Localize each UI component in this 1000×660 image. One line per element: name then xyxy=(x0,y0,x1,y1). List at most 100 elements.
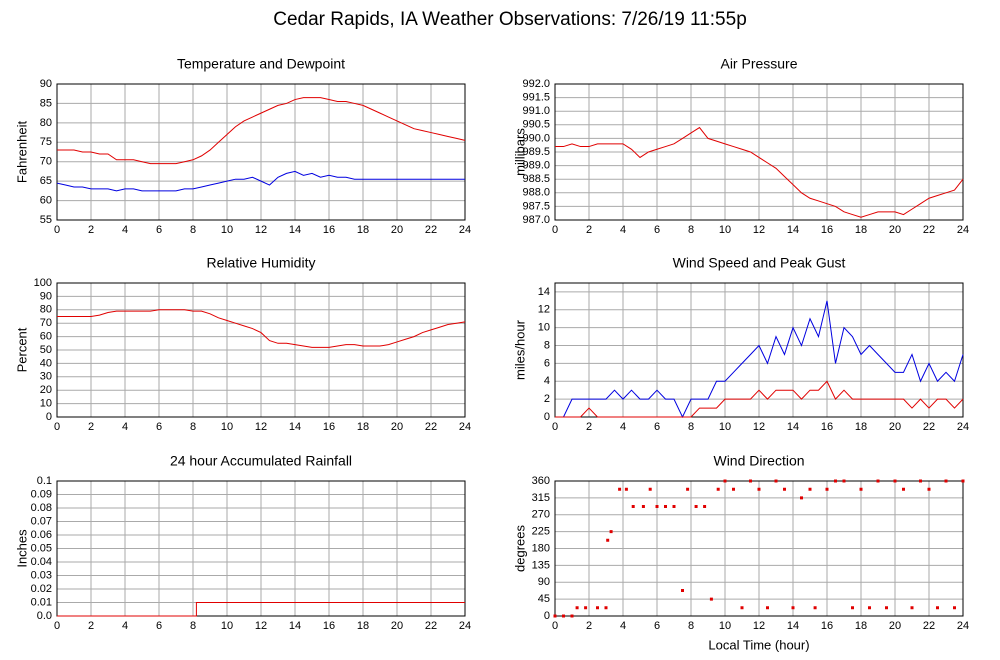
data-point xyxy=(825,487,829,491)
data-point xyxy=(716,487,720,491)
x-tick-label: 16 xyxy=(323,224,335,236)
y-tick-label: 50 xyxy=(40,344,52,356)
y-tick-label: 989.5 xyxy=(522,146,550,158)
x-tick-label: 0 xyxy=(552,620,558,632)
y-tick-label: 0.06 xyxy=(31,529,52,541)
x-tick-label: 0 xyxy=(54,620,60,632)
x-tick-label: 22 xyxy=(425,620,437,632)
data-point xyxy=(757,487,761,491)
x-tick-label: 20 xyxy=(889,620,901,632)
y-tick-label: 6 xyxy=(544,357,550,369)
data-point xyxy=(553,614,557,618)
chart-title: Wind Direction xyxy=(713,453,804,469)
x-tick-label: 10 xyxy=(221,224,233,236)
data-point xyxy=(953,606,956,610)
x-tick-label: 8 xyxy=(190,421,196,433)
x-tick-label: 14 xyxy=(787,224,799,236)
y-tick-label: 10 xyxy=(40,398,52,410)
x-tick-label: 10 xyxy=(221,620,233,632)
y-axis-label: Percent xyxy=(14,327,29,372)
x-tick-label: 18 xyxy=(357,224,369,236)
data-point xyxy=(606,538,610,542)
plot-frame xyxy=(554,282,964,418)
y-tick-label: 2 xyxy=(544,393,550,405)
x-tick-label: 20 xyxy=(391,421,403,433)
y-axis-label: Fahrenheit xyxy=(14,121,29,184)
x-tick-label: 10 xyxy=(221,421,233,433)
x-tick-label: 0 xyxy=(552,224,558,236)
y-tick-label: 90 xyxy=(40,78,52,90)
y-tick-label: 0.02 xyxy=(31,583,52,595)
y-tick-label: 990.0 xyxy=(522,132,550,144)
data-point xyxy=(732,487,735,491)
y-tick-label: 10 xyxy=(538,322,550,334)
x-tick-label: 8 xyxy=(190,620,196,632)
x-tick-label: 4 xyxy=(620,421,626,433)
x-tick-label: 18 xyxy=(855,620,867,632)
x-tick-label: 16 xyxy=(821,620,833,632)
y-tick-label: 40 xyxy=(40,357,52,369)
data-point xyxy=(800,496,803,500)
data-point xyxy=(859,487,863,491)
y-tick-label: 12 xyxy=(538,304,550,316)
y-axis-label: degrees xyxy=(512,525,527,572)
data-point xyxy=(927,487,931,491)
x-tick-label: 18 xyxy=(357,421,369,433)
data-point xyxy=(910,606,914,610)
y-tick-label: 65 xyxy=(40,175,52,187)
x-tick-label: 6 xyxy=(156,421,162,433)
x-tick-label: 16 xyxy=(821,421,833,433)
page-title: Cedar Rapids, IA Weather Observations: 7… xyxy=(273,9,747,30)
x-tick-label: 4 xyxy=(122,421,128,433)
y-tick-label: 225 xyxy=(532,526,550,538)
y-tick-label: 0.09 xyxy=(31,488,52,500)
y-tick-label: 990.5 xyxy=(522,119,550,131)
y-tick-label: 0 xyxy=(544,610,550,622)
y-tick-label: 991.0 xyxy=(522,105,550,117)
x-tick-label: 24 xyxy=(459,224,471,236)
data-point xyxy=(834,479,837,483)
data-point xyxy=(584,606,588,610)
x-tick-label: 12 xyxy=(753,421,765,433)
y-tick-label: 80 xyxy=(40,304,52,316)
x-tick-label: 24 xyxy=(957,224,969,236)
data-point xyxy=(570,614,574,618)
y-tick-label: 989.0 xyxy=(522,160,550,172)
y-tick-label: 270 xyxy=(532,509,550,521)
x-tick-label: 4 xyxy=(122,620,128,632)
y-tick-label: 70 xyxy=(40,156,52,168)
y-tick-label: 75 xyxy=(40,136,52,148)
y-tick-label: 987.5 xyxy=(522,200,550,212)
y-tick-label: 80 xyxy=(40,117,52,129)
plot-frame xyxy=(554,480,964,617)
data-point xyxy=(791,606,795,610)
chart-title: Air Pressure xyxy=(720,56,797,72)
y-tick-label: 85 xyxy=(40,97,52,109)
data-point xyxy=(655,505,659,508)
data-point xyxy=(723,479,727,483)
data-point xyxy=(813,606,817,610)
x-tick-label: 6 xyxy=(654,620,660,632)
data-point xyxy=(740,606,744,610)
x-tick-label: 20 xyxy=(391,224,403,236)
x-tick-label: 22 xyxy=(923,620,935,632)
x-tick-label: 22 xyxy=(425,224,437,236)
y-tick-label: 4 xyxy=(544,375,550,387)
y-tick-label: 0.01 xyxy=(31,596,52,608)
x-tick-label: 24 xyxy=(957,620,969,632)
data-point xyxy=(783,487,786,491)
x-tick-label: 6 xyxy=(156,620,162,632)
x-tick-label: 12 xyxy=(753,620,765,632)
x-tick-label: 4 xyxy=(122,224,128,236)
data-point xyxy=(919,479,922,483)
x-tick-label: 6 xyxy=(156,224,162,236)
x-tick-label: 8 xyxy=(688,421,694,433)
x-tick-label: 6 xyxy=(654,421,660,433)
chart-title: Wind Speed and Peak Gust xyxy=(673,255,846,271)
x-tick-label: 10 xyxy=(719,421,731,433)
plot-frame xyxy=(554,83,964,221)
data-line xyxy=(555,126,964,218)
x-axis-label: Local Time (hour) xyxy=(708,637,809,652)
y-tick-label: 20 xyxy=(40,384,52,396)
